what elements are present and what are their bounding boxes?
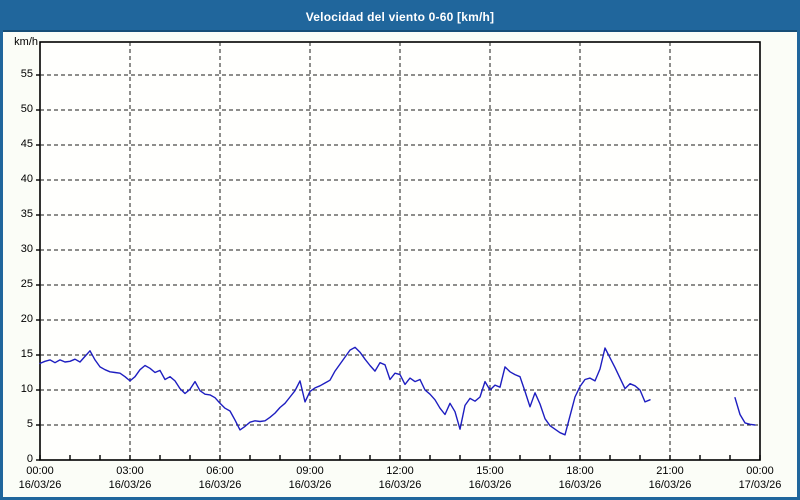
x-axis-date-label: 16/03/26	[468, 479, 512, 491]
chart-area: km/h 0 5 10 15 20 25 30 35 40 45 50 55 00:00 16/03/26…	[3, 32, 797, 497]
plot-border	[39, 41, 761, 461]
x-axis-time-label: 15:00	[476, 465, 504, 477]
x-axis-date-label: 16/03/26	[288, 479, 332, 491]
y-axis-label: 10	[20, 383, 33, 395]
y-axis-label: 45	[20, 138, 33, 150]
x-axis-time-label: 18:00	[566, 465, 594, 477]
y-axis-label: 15	[20, 348, 33, 360]
wind-speed-line	[734, 397, 756, 426]
y-axis-label: 40	[20, 173, 33, 185]
y-axis-label: 55	[20, 68, 33, 80]
x-axis-date-label: 16/03/26	[378, 479, 422, 491]
wind-speed-line	[39, 346, 651, 436]
titlebar: Velocidad del viento 0-60 [km/h]	[3, 3, 797, 32]
chart-canvas	[36, 41, 761, 461]
x-axis-date-label: 16/03/26	[558, 479, 602, 491]
y-axis-label: 5	[26, 418, 33, 430]
y-axis-label: 50	[20, 103, 33, 115]
x-axis-date-label: 17/03/26	[738, 479, 782, 491]
window-title: Velocidad del viento 0-60 [km/h]	[305, 9, 495, 24]
y-axis-label: 30	[20, 243, 33, 255]
x-axis-time-label: 12:00	[386, 465, 414, 477]
x-axis-time-label: 21:00	[656, 465, 684, 477]
y-axis-label: 25	[20, 278, 33, 290]
y-axis-label: 35	[20, 208, 33, 220]
y-axis-unit-label: km/h	[14, 36, 38, 48]
x-axis-time-label: 00:00	[26, 465, 54, 477]
x-axis-time-label: 03:00	[116, 465, 144, 477]
x-axis-date-label: 16/03/26	[18, 479, 62, 491]
x-axis-time-label: 09:00	[296, 465, 324, 477]
y-axis-label: 0	[26, 453, 33, 465]
y-axis-label: 20	[20, 313, 33, 325]
x-axis-time-label: 06:00	[206, 465, 234, 477]
x-axis-date-label: 16/03/26	[108, 479, 152, 491]
x-axis-time-label: 00:00	[746, 465, 774, 477]
x-axis-date-label: 16/03/26	[648, 479, 692, 491]
x-axis-date-label: 16/03/26	[198, 479, 242, 491]
